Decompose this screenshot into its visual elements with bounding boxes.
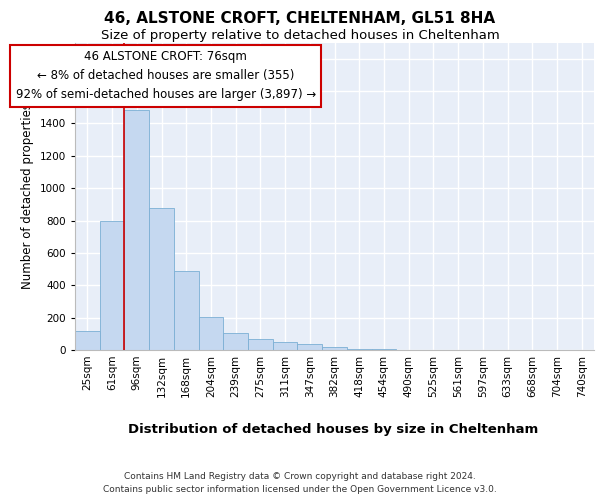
Bar — [248, 340, 273, 350]
Text: 46, ALSTONE CROFT, CHELTENHAM, GL51 8HA: 46, ALSTONE CROFT, CHELTENHAM, GL51 8HA — [104, 11, 496, 26]
Text: 46 ALSTONE CROFT: 76sqm
← 8% of detached houses are smaller (355)
92% of semi-de: 46 ALSTONE CROFT: 76sqm ← 8% of detached… — [16, 50, 316, 101]
Bar — [100, 220, 124, 350]
Bar — [347, 348, 371, 350]
Text: Contains HM Land Registry data © Crown copyright and database right 2024.
Contai: Contains HM Land Registry data © Crown c… — [103, 472, 497, 494]
Text: Size of property relative to detached houses in Cheltenham: Size of property relative to detached ho… — [101, 29, 499, 42]
Bar — [149, 208, 174, 350]
Text: Distribution of detached houses by size in Cheltenham: Distribution of detached houses by size … — [128, 422, 538, 436]
Bar — [174, 270, 199, 350]
Y-axis label: Number of detached properties: Number of detached properties — [21, 104, 34, 289]
Bar — [298, 344, 322, 350]
Bar — [322, 347, 347, 350]
Bar — [199, 317, 223, 350]
Bar — [75, 330, 100, 350]
Bar — [124, 110, 149, 350]
Bar — [273, 342, 298, 350]
Bar — [223, 333, 248, 350]
